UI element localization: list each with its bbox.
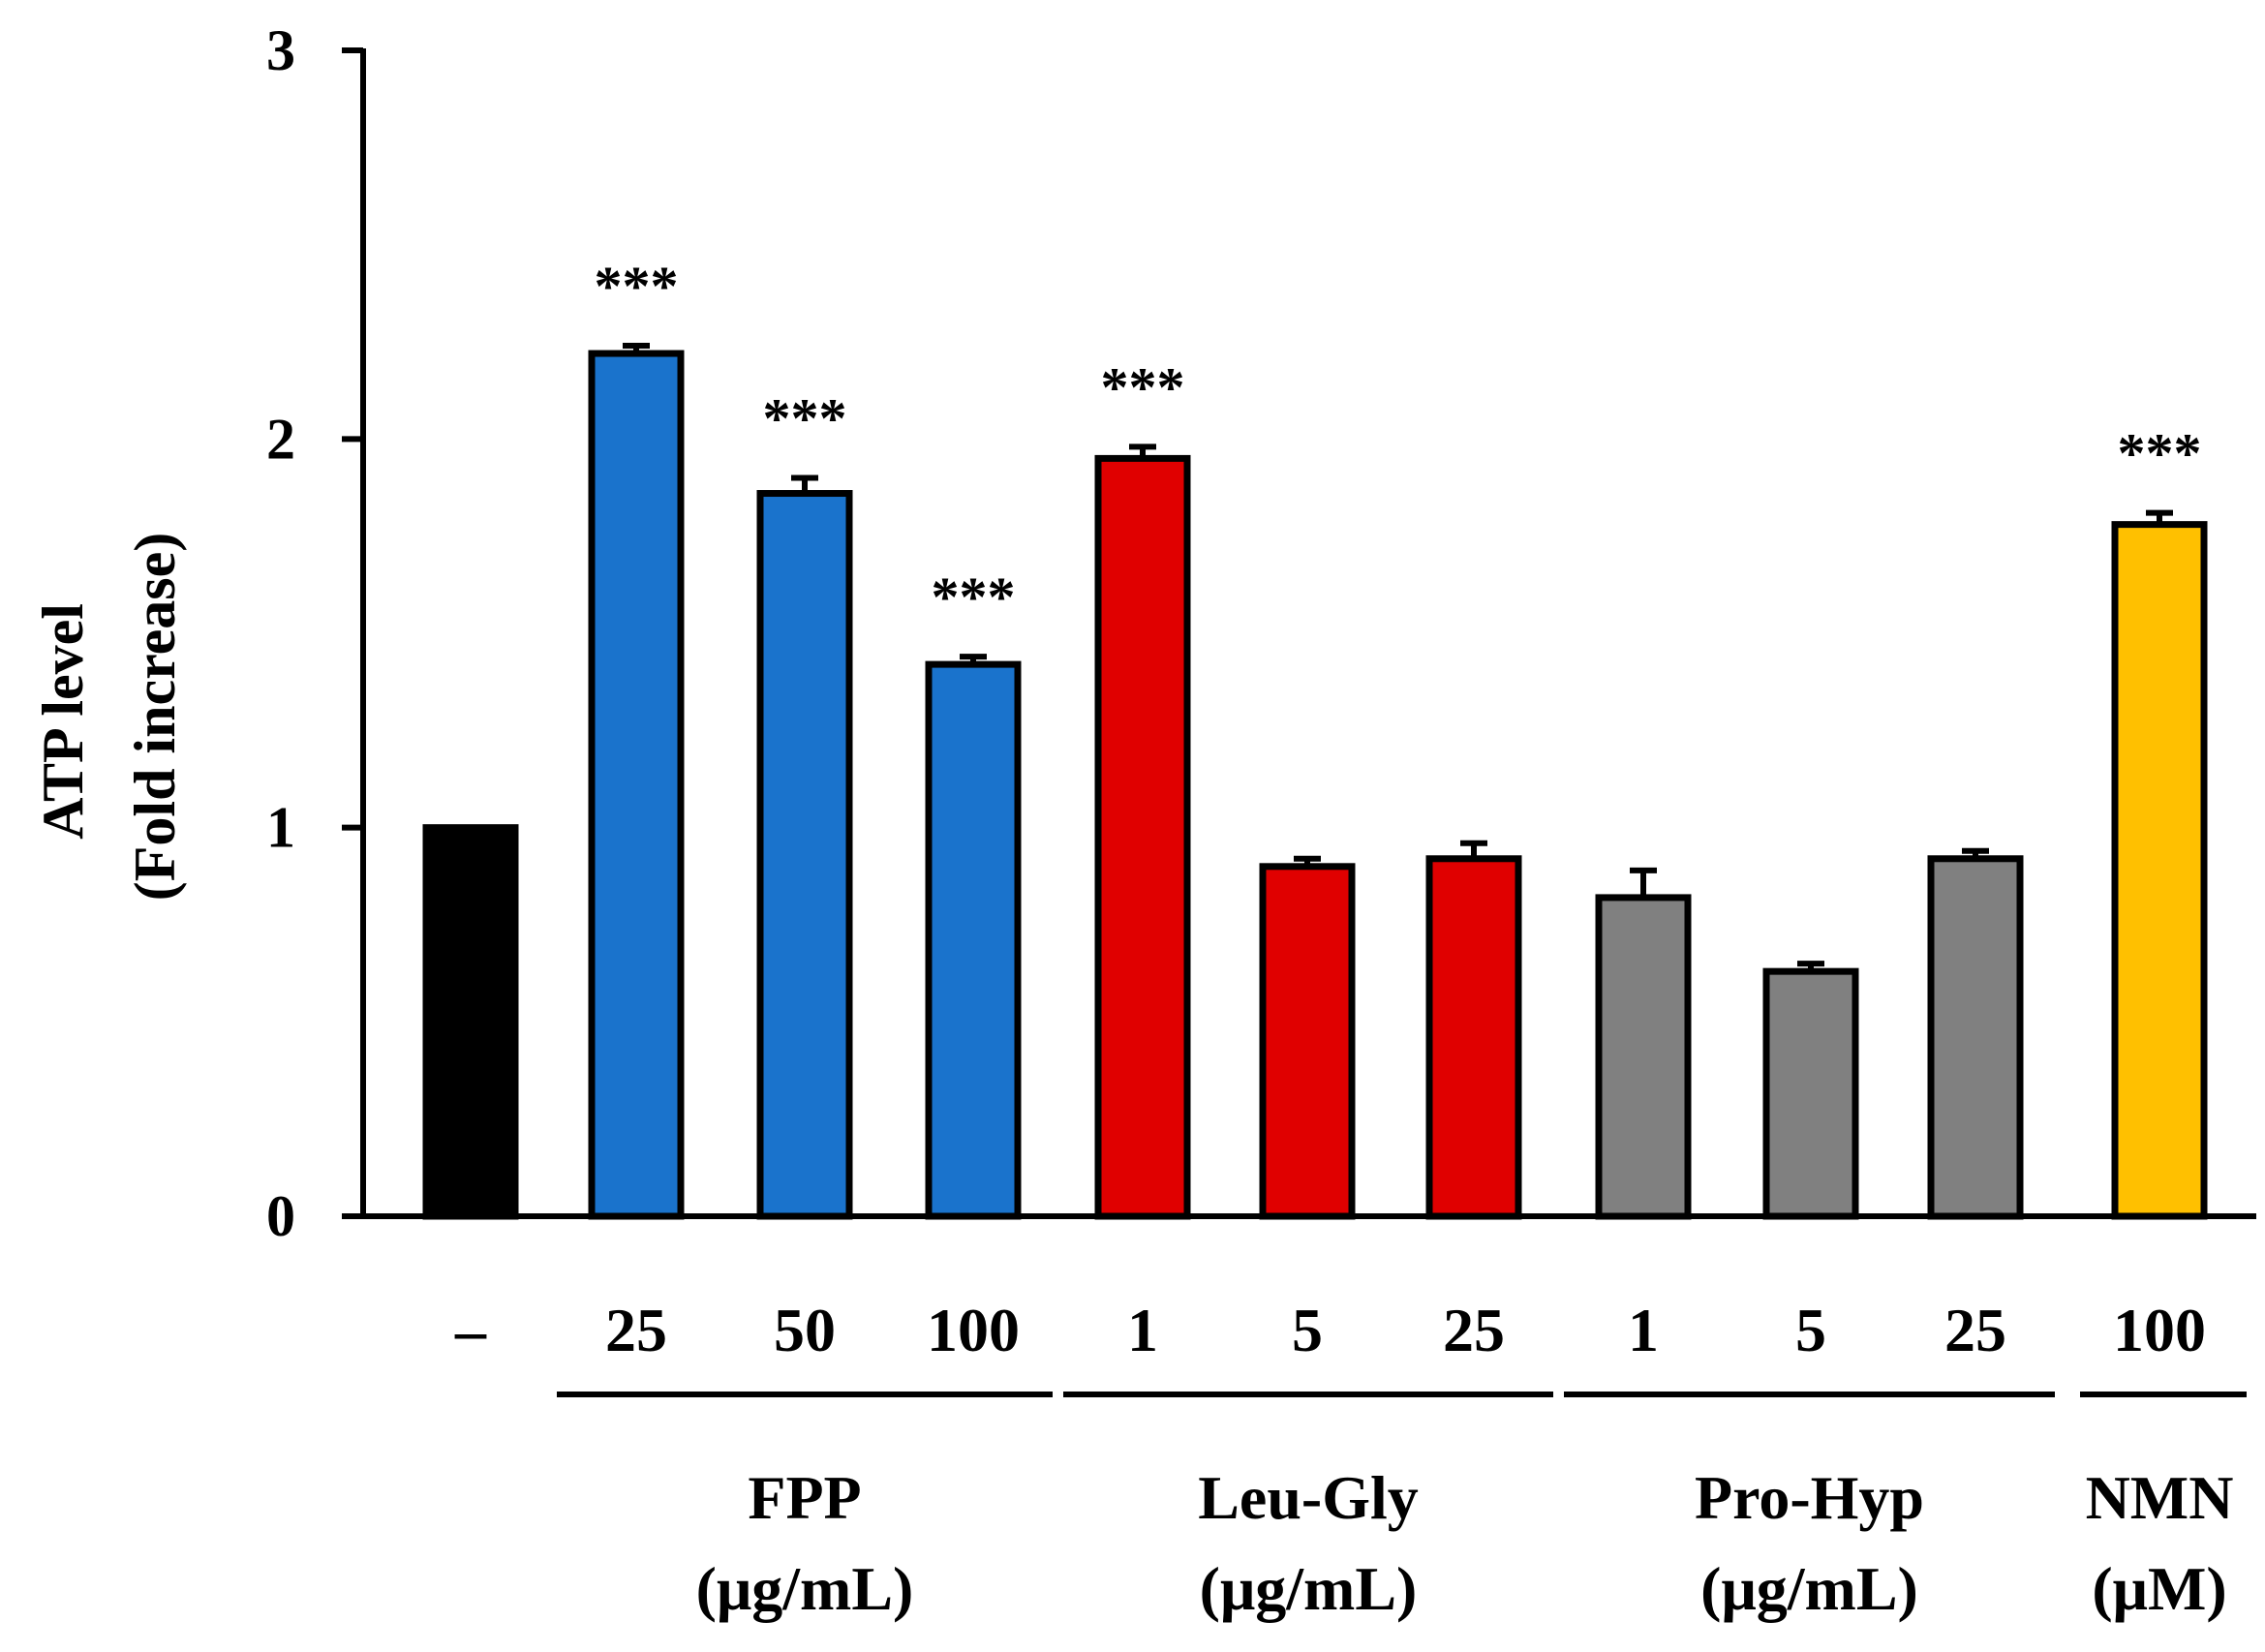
bar-4 <box>1094 454 1191 1220</box>
category-label-9: 25 <box>1944 1296 2006 1364</box>
bar-9 <box>1927 855 2024 1220</box>
category-label-7: 1 <box>1628 1296 1659 1364</box>
group-unit-2: (μg/mL) <box>1700 1554 1918 1623</box>
group-unit-1: (μg/mL) <box>1200 1554 1418 1623</box>
y-tick-label-0: 0 <box>266 1184 295 1248</box>
y-tick-label-2: 2 <box>266 407 295 471</box>
group-name-0: FPP <box>748 1463 861 1532</box>
bar-5 <box>1259 863 1356 1220</box>
bar-2 <box>756 490 853 1220</box>
bar-1 <box>588 350 685 1220</box>
category-label-3: 100 <box>927 1296 1020 1364</box>
y-tick-label-3: 3 <box>266 18 295 82</box>
category-label-6: 25 <box>1443 1296 1505 1364</box>
bar-0 <box>422 824 519 1220</box>
group-unit-0: (μg/mL) <box>696 1554 914 1623</box>
category-label-4: 1 <box>1127 1296 1158 1364</box>
group-name-2: Pro-Hyp <box>1695 1463 1924 1532</box>
category-label-8: 5 <box>1795 1296 1826 1364</box>
group-unit-3: (μM) <box>2092 1554 2226 1623</box>
bar-8 <box>1762 967 1859 1220</box>
bar-7 <box>1595 894 1692 1220</box>
significance-label-2: *** <box>763 386 847 449</box>
category-label-5: 5 <box>1292 1296 1323 1364</box>
bars-layer <box>422 343 2208 1220</box>
axes-layer <box>342 47 2256 1397</box>
bar-10 <box>2111 521 2208 1220</box>
category-label-0: – <box>454 1296 487 1364</box>
y-axis-label: ATP level <box>31 603 95 840</box>
significance-label-10: *** <box>2118 422 2202 485</box>
significance-label-1: *** <box>595 255 679 318</box>
bar-6 <box>1425 855 1522 1220</box>
y-axis-label-unit: (Fold increase) <box>123 533 187 901</box>
group-name-1: Leu-Gly <box>1198 1463 1419 1532</box>
bar-3 <box>925 660 1022 1220</box>
group-name-3: NMN <box>2086 1463 2234 1532</box>
y-tick-label-1: 1 <box>266 796 295 860</box>
category-label-2: 50 <box>774 1296 836 1364</box>
significance-label-3: *** <box>932 566 1016 628</box>
category-label-10: 100 <box>2113 1296 2206 1364</box>
labels-layer: – *** 25 *** 50 *** 100 *** 1 5 25 1 5 25 *** 100 0 1 2 3 FP… <box>266 18 2233 1623</box>
significance-label-4: *** <box>1101 355 1185 418</box>
category-label-1: 25 <box>605 1296 667 1364</box>
